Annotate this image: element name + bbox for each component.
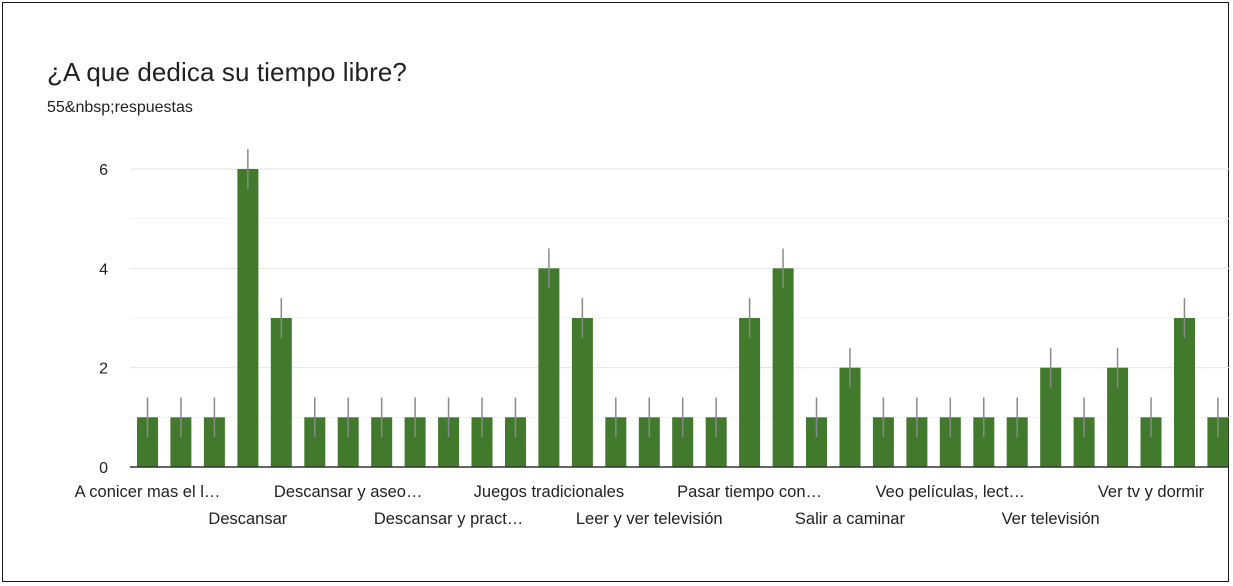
bar <box>237 169 259 467</box>
x-tick-label: Descansar y aseo… <box>274 483 423 501</box>
y-tick-label: 0 <box>99 460 108 477</box>
x-axis: A conicer mas el l… Descansar Descansar y … <box>75 466 1229 528</box>
bar <box>739 318 761 467</box>
x-tick-label: Ver tv y dormir <box>1098 483 1205 501</box>
bar <box>806 417 827 467</box>
bar <box>571 318 593 467</box>
bar <box>1174 318 1195 467</box>
bar <box>1073 417 1095 467</box>
x-tick-label: A conicer mas el l… <box>75 483 221 501</box>
x-tick-label: Veo películas, lect… <box>876 483 1026 501</box>
gridlines <box>130 168 1229 418</box>
bar <box>872 417 894 467</box>
bar <box>471 417 493 467</box>
bar <box>939 417 961 467</box>
bar <box>1040 367 1062 467</box>
y-tick-label: 2 <box>99 361 108 378</box>
bar <box>705 417 727 467</box>
bar <box>638 417 660 467</box>
y-tick-label: 6 <box>99 162 108 179</box>
x-tick-label: Salir a caminar <box>795 510 906 528</box>
response-count: 55&nbsp;respuestas <box>47 99 193 116</box>
x-tick-label: Pasar tiempo con… <box>677 483 822 501</box>
x-tick-label: Ver televisión <box>1002 510 1100 528</box>
x-tick-label: Descansar <box>208 510 287 528</box>
bar <box>337 417 359 467</box>
bar <box>371 417 393 467</box>
bar <box>839 367 861 467</box>
bar <box>672 417 694 467</box>
bar <box>438 417 460 467</box>
bar <box>203 417 225 467</box>
x-tick-label: Descansar y pract… <box>374 510 523 528</box>
bar <box>170 417 192 467</box>
bar <box>270 318 292 467</box>
bar <box>1107 367 1129 467</box>
bar <box>404 417 426 467</box>
bar <box>772 268 794 467</box>
chart-title: ¿A que dedica su tiempo libre? <box>47 57 407 87</box>
bars <box>137 149 1229 467</box>
y-tick-label: 4 <box>99 261 108 278</box>
y-axis: 0 2 4 6 <box>99 162 108 477</box>
bar <box>304 417 326 467</box>
x-tick-label: Juegos tradicionales <box>474 483 624 501</box>
bar <box>1006 417 1028 467</box>
bar <box>137 417 158 467</box>
bar <box>605 417 627 467</box>
bar <box>1207 417 1229 467</box>
x-tick-label: Leer y ver televisión <box>576 510 723 528</box>
bar <box>505 417 526 467</box>
bar <box>973 417 995 467</box>
bar <box>538 268 560 467</box>
bar <box>1140 417 1162 467</box>
bar <box>906 417 928 467</box>
